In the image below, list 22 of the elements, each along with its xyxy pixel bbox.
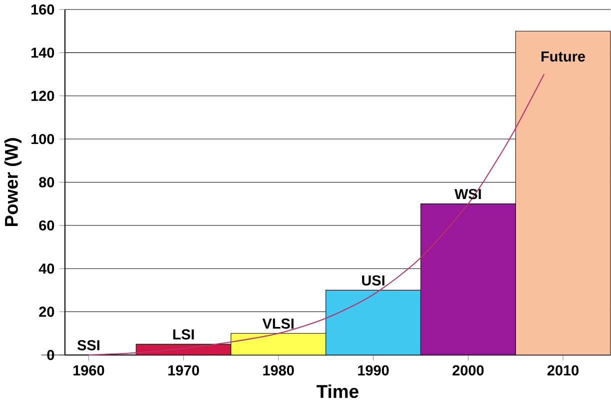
y-tick-label: 60 bbox=[39, 220, 54, 230]
annotation: VLSI bbox=[262, 318, 294, 329]
y-tick-label: 120 bbox=[31, 90, 54, 101]
x-tick-label: 1960 bbox=[73, 365, 104, 376]
x-tick-label: 1970 bbox=[168, 365, 199, 376]
annotation: SSI bbox=[77, 340, 100, 350]
y-tick-label: 20 bbox=[39, 306, 54, 317]
x-axis-title: Time bbox=[316, 384, 358, 398]
annotation: LSI bbox=[173, 329, 194, 340]
x-tick-label: 1980 bbox=[263, 365, 294, 376]
y-axis-title: Power (W) bbox=[4, 138, 22, 226]
y-tick-label: 80 bbox=[39, 176, 54, 188]
y-tick-label: 100 bbox=[31, 134, 54, 144]
y-tick-label: 160 bbox=[31, 4, 54, 14]
y-tick-label: 0 bbox=[47, 350, 54, 360]
x-tick-label: 2000 bbox=[452, 365, 484, 376]
x-tick-label: 2010 bbox=[547, 365, 579, 376]
y-tick-label: 40 bbox=[38, 263, 54, 274]
x-tick-label: 1990 bbox=[358, 365, 389, 376]
y-tick-label: 140 bbox=[31, 47, 54, 58]
annotation: Future bbox=[542, 51, 586, 62]
annotation: USI bbox=[362, 275, 384, 286]
